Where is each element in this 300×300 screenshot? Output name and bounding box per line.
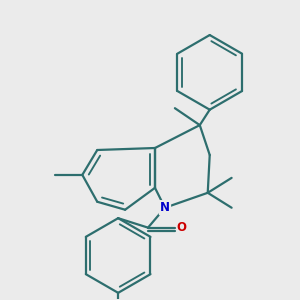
Text: O: O — [176, 221, 187, 234]
Text: N: N — [160, 201, 170, 214]
